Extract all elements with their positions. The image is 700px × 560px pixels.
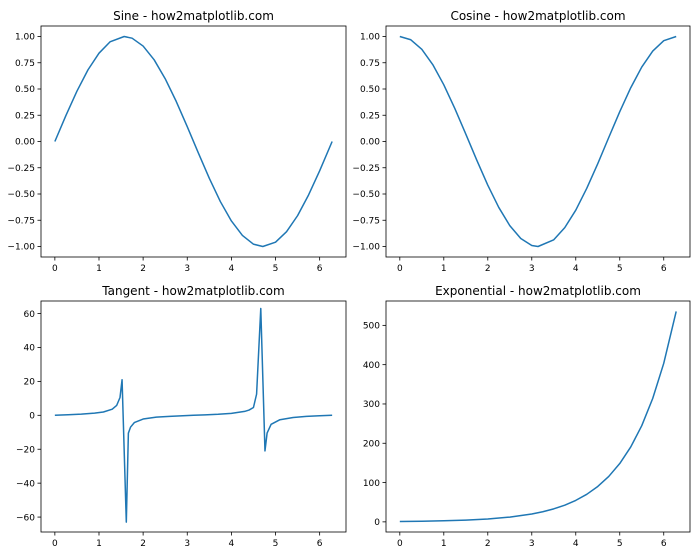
y-tick-label: −0.50 xyxy=(7,190,35,200)
y-tick-label: 0.75 xyxy=(360,59,380,69)
y-tick-label: 60 xyxy=(24,310,36,320)
x-tick-label: 5 xyxy=(617,264,623,274)
y-tick-label: 400 xyxy=(363,361,380,371)
y-tick-label: −60 xyxy=(16,513,35,523)
y-tick-label: −0.25 xyxy=(352,164,380,174)
subplot-title: Sine - how2matplotlib.com xyxy=(113,9,274,23)
y-tick-label: 0 xyxy=(29,412,35,422)
y-tick-label: 0 xyxy=(374,518,380,528)
x-tick-label: 3 xyxy=(184,539,190,549)
y-tick-label: −20 xyxy=(16,445,35,455)
subplot-title: Cosine - how2matplotlib.com xyxy=(450,9,625,23)
x-tick-label: 6 xyxy=(317,539,323,549)
subplot-1: Sine - how2matplotlib.com 0 1 2 3 4 5 6 −1.00 −0.… xyxy=(7,9,347,274)
x-tick-label: 4 xyxy=(573,264,579,274)
x-tick-label: 6 xyxy=(661,264,667,274)
x-tick-label: 6 xyxy=(661,539,667,549)
y-tick-label: 0.00 xyxy=(15,138,35,148)
x-tick-label: 4 xyxy=(573,539,579,549)
series-line xyxy=(54,35,333,248)
x-tick-label: 1 xyxy=(441,539,447,549)
x-tick-label: 4 xyxy=(229,264,235,274)
series-line xyxy=(54,307,333,523)
y-tick-label: 0.25 xyxy=(360,111,380,121)
series-line xyxy=(399,35,677,248)
y-tick-label: 200 xyxy=(363,439,380,449)
x-tick-label: 4 xyxy=(229,539,235,549)
x-tick-label: 3 xyxy=(529,539,535,549)
y-tick-label: 0.50 xyxy=(15,85,35,95)
x-tick-label: 1 xyxy=(441,264,447,274)
y-tick-label: 0.00 xyxy=(360,138,380,148)
x-tick-label: 5 xyxy=(273,539,279,549)
y-tick-label: −1.00 xyxy=(352,243,380,253)
y-tick-label: −0.25 xyxy=(7,164,35,174)
subplot-4: Exponential - how2matplotlib.com 0 1 2 3 4 5 6 0… xyxy=(363,284,691,549)
y-tick-label: 0.25 xyxy=(15,111,35,121)
x-tick-label: 0 xyxy=(52,539,58,549)
subplot-title: Tangent - how2matplotlib.com xyxy=(101,284,284,298)
y-tick-label: 500 xyxy=(363,322,380,332)
y-tick-label: −1.00 xyxy=(7,243,35,253)
x-tick-label: 0 xyxy=(397,539,403,549)
x-tick-label: 2 xyxy=(485,539,491,549)
x-tick-label: 5 xyxy=(617,539,623,549)
y-tick-label: 1.00 xyxy=(15,33,35,43)
y-tick-label: −0.75 xyxy=(7,216,35,226)
y-tick-label: −0.50 xyxy=(352,190,380,200)
x-tick-label: 2 xyxy=(485,264,491,274)
x-tick-label: 2 xyxy=(140,264,146,274)
y-tick-label: 0.75 xyxy=(15,59,35,69)
axes-frame xyxy=(385,300,691,533)
x-tick-label: 6 xyxy=(317,264,323,274)
subplot-2: Cosine - how2matplotlib.com 0 1 2 3 4 5 6 −1.00 −… xyxy=(352,9,691,274)
x-tick-label: 0 xyxy=(397,264,403,274)
x-tick-label: 0 xyxy=(52,264,58,274)
y-tick-label: 20 xyxy=(24,378,36,388)
series-line xyxy=(399,311,677,523)
y-tick-label: −40 xyxy=(16,479,35,489)
y-tick-label: 0.50 xyxy=(360,85,380,95)
x-tick-label: 5 xyxy=(273,264,279,274)
y-tick-label: −0.75 xyxy=(352,216,380,226)
x-tick-label: 2 xyxy=(140,539,146,549)
x-tick-label: 1 xyxy=(96,539,102,549)
y-tick-label: 100 xyxy=(363,479,380,489)
y-tick-label: 40 xyxy=(24,344,36,354)
y-tick-label: 300 xyxy=(363,400,380,410)
x-tick-label: 1 xyxy=(96,264,102,274)
subplot-title: Exponential - how2matplotlib.com xyxy=(435,284,641,298)
x-tick-label: 3 xyxy=(184,264,190,274)
subplot-3: Tangent - how2matplotlib.com 0 1 2 3 4 5 6 −60 −4… xyxy=(16,284,347,549)
x-tick-label: 3 xyxy=(529,264,535,274)
y-tick-label: 1.00 xyxy=(360,33,380,43)
subplot-grid: Sine - how2matplotlib.com 0 1 2 3 4 5 6 −1.00 −0.… xyxy=(7,9,691,549)
axes-frame xyxy=(40,300,347,533)
